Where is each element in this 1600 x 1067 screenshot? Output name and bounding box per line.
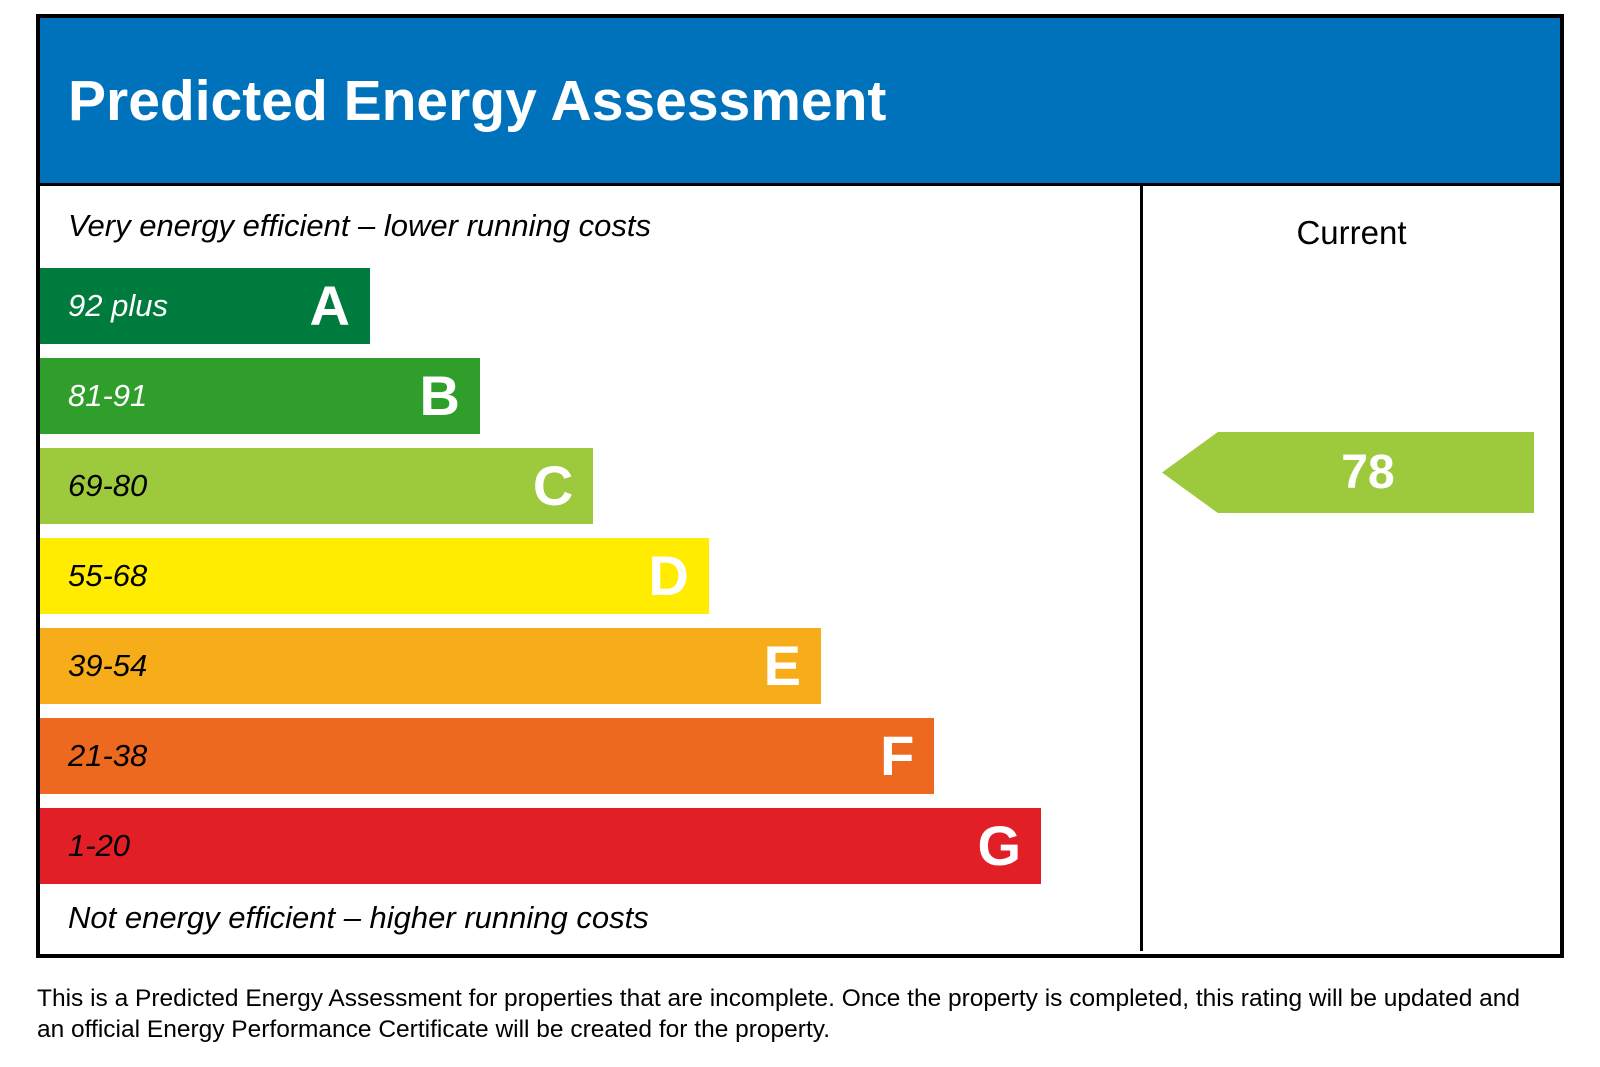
top-note: Very energy efficient – lower running co…: [68, 208, 651, 243]
band-row: 81-91 B: [40, 358, 480, 435]
band-letter: E: [763, 634, 801, 698]
band-range-label: 69-80: [68, 468, 148, 504]
band-row: 55-68 D: [40, 538, 709, 615]
band-letter: F: [880, 724, 915, 788]
band-row: 21-38 F: [40, 718, 935, 795]
band-letter: D: [648, 544, 689, 608]
band-row: 69-80 C: [40, 448, 594, 525]
epc-body: Very energy efficient – lower running co…: [40, 186, 1560, 951]
band-range-label: 92 plus: [68, 288, 168, 324]
footer-text: This is a Predicted Energy Assessment fo…: [37, 985, 1521, 1043]
band-row: 39-54 E: [40, 628, 821, 705]
page-title: Predicted Energy Assessment: [68, 68, 887, 133]
band-range-label: 55-68: [68, 558, 148, 594]
current-column-header: Current: [1296, 214, 1407, 251]
band-range-label: 39-54: [68, 648, 148, 684]
bands-panel: Very energy efficient – lower running co…: [40, 186, 1140, 951]
band-row: 1-20 G: [40, 808, 1041, 885]
band-row: 92 plus A: [40, 268, 370, 345]
band-list: 92 plus A 81-91 B 69-80 C 55-68 D 39-54 …: [40, 268, 1140, 885]
band-range-label: 1-20: [68, 828, 131, 864]
epc-header: Predicted Energy Assessment: [40, 18, 1560, 186]
epc-chart: Predicted Energy Assessment Very energy …: [36, 14, 1564, 958]
current-rating-value: 78: [1341, 446, 1395, 499]
band-range-label: 21-38: [68, 738, 148, 774]
band-letter: C: [532, 454, 574, 518]
band-range-label: 81-91: [68, 378, 148, 414]
current-rating-arrow: 78: [1162, 432, 1534, 513]
band-letter: A: [309, 274, 350, 338]
band-letter: B: [419, 364, 460, 428]
current-column: Current 78: [1140, 186, 1560, 951]
bottom-note: Not energy efficient – higher running co…: [68, 900, 649, 936]
band-letter: G: [977, 814, 1021, 878]
